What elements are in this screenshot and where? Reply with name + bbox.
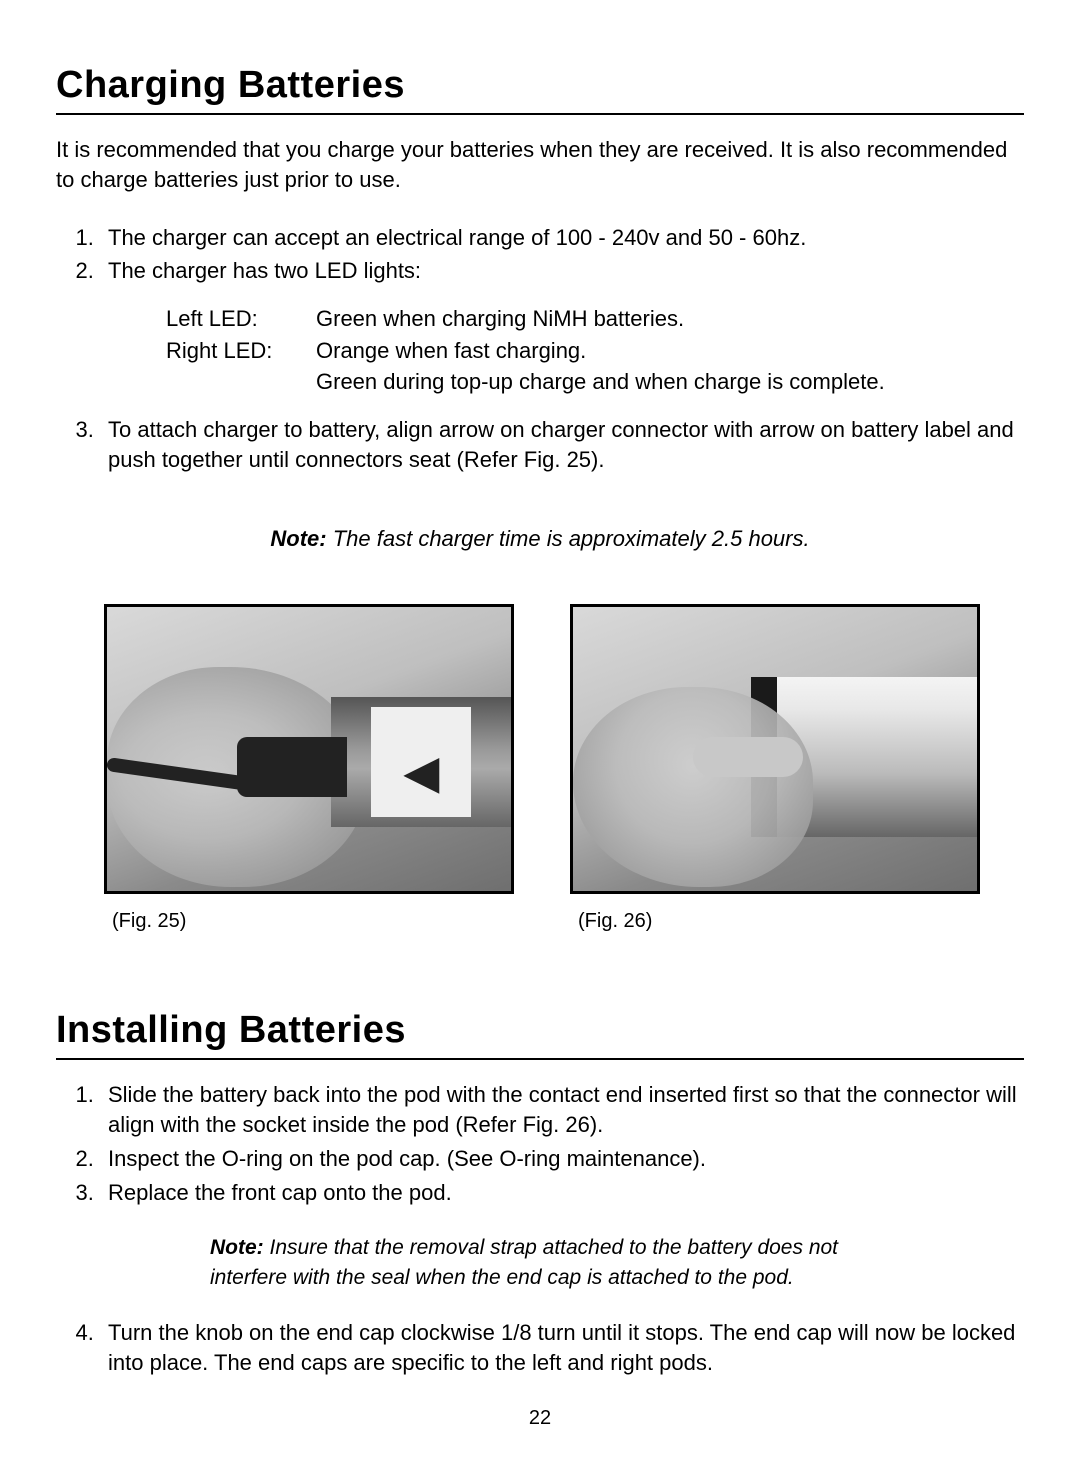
left-led-label: Left LED: — [166, 304, 316, 334]
charging-item-3: To attach charger to battery, align arro… — [100, 415, 1024, 474]
note-label: Note: — [270, 526, 326, 551]
charging-list: The charger can accept an electrical ran… — [56, 223, 1024, 286]
installing-list: Slide the battery back into the pod with… — [56, 1080, 1024, 1207]
installing-item-1: Slide the battery back into the pod with… — [100, 1080, 1024, 1139]
figure-row: ◄ (Fig. 25) (Fig. 26) — [104, 604, 1024, 935]
page-number: 22 — [56, 1405, 1024, 1432]
note2-label: Note: — [210, 1236, 264, 1259]
right-led-desc-2: Green during top-up charge and when char… — [316, 367, 885, 397]
charging-list-cont: To attach charger to battery, align arro… — [56, 415, 1024, 474]
note-body: The fast charger time is approximately 2… — [327, 526, 810, 551]
charging-item-1: The charger can accept an electrical ran… — [100, 223, 1024, 253]
figure-26: (Fig. 26) — [570, 604, 980, 935]
figure-26-image — [570, 604, 980, 894]
led-table: Left LED: Green when charging NiMH batte… — [166, 304, 1024, 397]
figure-25: ◄ (Fig. 25) — [104, 604, 514, 935]
charging-item-2: The charger has two LED lights: — [100, 256, 1024, 286]
installing-item-2: Inspect the O-ring on the pod cap. (See … — [100, 1144, 1024, 1174]
intro-paragraph: It is recommended that you charge your b… — [56, 135, 1024, 194]
right-led-label: Right LED: — [166, 336, 316, 366]
heading-charging: Charging Batteries — [56, 60, 1024, 115]
page: Charging Batteries It is recommended tha… — [0, 0, 1080, 1472]
note-removal-strap: Note: Insure that the removal strap atta… — [210, 1233, 870, 1292]
figure-25-image: ◄ — [104, 604, 514, 894]
figure-25-caption: (Fig. 25) — [112, 908, 514, 935]
figure-26-caption: (Fig. 26) — [578, 908, 980, 935]
note2-body: Insure that the removal strap attached t… — [210, 1236, 838, 1288]
installing-item-3: Replace the front cap onto the pod. — [100, 1178, 1024, 1208]
right-led-desc-1: Orange when fast charging. — [316, 336, 586, 366]
installing-item-4: Turn the knob on the end cap clockwise 1… — [100, 1318, 1024, 1377]
installing-list-cont: Turn the knob on the end cap clockwise 1… — [56, 1318, 1024, 1377]
heading-installing: Installing Batteries — [56, 1005, 1024, 1060]
note-fast-charge: Note: The fast charger time is approxima… — [56, 524, 1024, 554]
left-led-desc: Green when charging NiMH batteries. — [316, 304, 684, 334]
